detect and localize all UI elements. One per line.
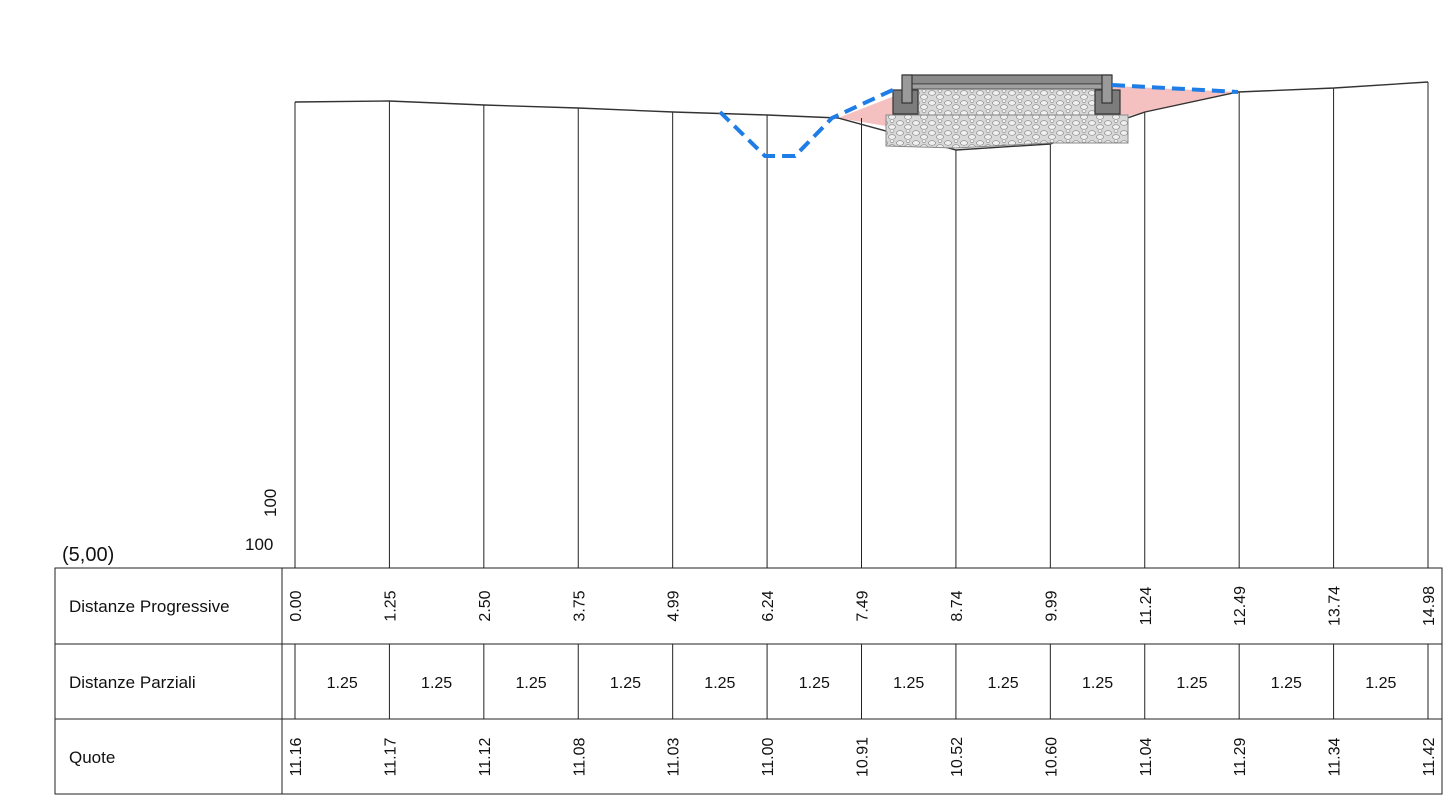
partial-value: 1.25 [893,675,924,692]
elevation-value: 10.60 [1043,737,1060,777]
elevation-value: 11.34 [1327,737,1344,776]
progressive-value: 9.99 [1043,590,1060,621]
elevation-value: 11.03 [666,737,683,776]
progressive-values: 0.00 1.25 2.50 3.75 4.99 6.24 7.49 8.74 9.99 11.2… [288,586,1438,626]
progressive-value: 7.49 [855,590,872,621]
curb-block-left-icon [892,74,919,115]
progressive-value: 2.50 [477,590,494,621]
elevation-value: 11.08 [571,737,588,776]
elevation-value: 10.52 [949,737,966,777]
station-lines [294,82,1429,568]
sub-ballast-layer [885,114,1129,149]
elevation-value: 11.04 [1138,737,1155,776]
partial-value: 1.25 [327,675,358,692]
partial-value: 1.25 [1271,675,1302,692]
partial-value: 1.25 [1082,675,1113,692]
partial-value: 1.25 [515,675,546,692]
row-label-partial: Distanze Parziali [69,673,196,692]
scale-ratio-label: (5,00) [62,544,114,566]
elevation-value: 11.17 [382,737,399,776]
partial-value: 1.25 [421,675,452,692]
ballast-layer [904,87,1111,116]
scale-vertical-label: 100 [261,489,280,517]
track-ballast-section [885,74,1129,149]
fill-area-left [838,95,897,126]
elevation-value: 11.42 [1421,737,1438,776]
partial-value: 1.25 [704,675,735,692]
data-table: Distanze Progressive Distanze Parziali Q… [54,567,1443,795]
elevation-value: 11.00 [760,737,777,776]
scale-horizontal-label: 100 [245,535,273,554]
track-slab [902,74,1112,85]
partial-value: 1.25 [610,675,641,692]
progressive-value: 3.75 [571,590,588,621]
fill-area-right [1112,86,1238,118]
partial-value: 1.25 [799,675,830,692]
design-profile-left [718,86,898,158]
elevation-value: 11.12 [477,737,494,776]
track-slab-inner [911,83,1103,90]
partial-values: 1.25 1.25 1.25 1.25 1.25 1.25 1.25 1.25 1.25 1.25… [327,675,1397,692]
progressive-value: 13.74 [1327,586,1344,626]
partial-dividers [294,644,1429,719]
partial-value: 1.25 [988,675,1019,692]
curb-block-right-icon [1094,74,1121,115]
design-profile-right [1111,83,1239,94]
progressive-value: 1.25 [382,590,399,621]
progressive-value: 0.00 [288,590,305,621]
elevation-value: 10.91 [855,737,872,777]
progressive-value: 14.98 [1421,586,1438,626]
partial-value: 1.25 [1365,675,1396,692]
progressive-value: 12.49 [1232,586,1249,626]
row-label-progressive: Distanze Progressive [69,597,230,616]
progressive-value: 11.24 [1138,586,1155,625]
progressive-value: 4.99 [666,590,683,621]
elevation-value: 11.16 [288,737,305,776]
elevation-value: 11.29 [1232,737,1249,776]
partial-value: 1.25 [1176,675,1207,692]
progressive-value: 8.74 [949,590,966,621]
elevation-values: 11.16 11.17 11.12 11.08 11.03 11.00 10.91 10.52… [288,737,1438,777]
row-label-elevation: Quote [69,748,115,767]
table-frame [54,567,1443,795]
progressive-value: 6.24 [760,590,777,621]
